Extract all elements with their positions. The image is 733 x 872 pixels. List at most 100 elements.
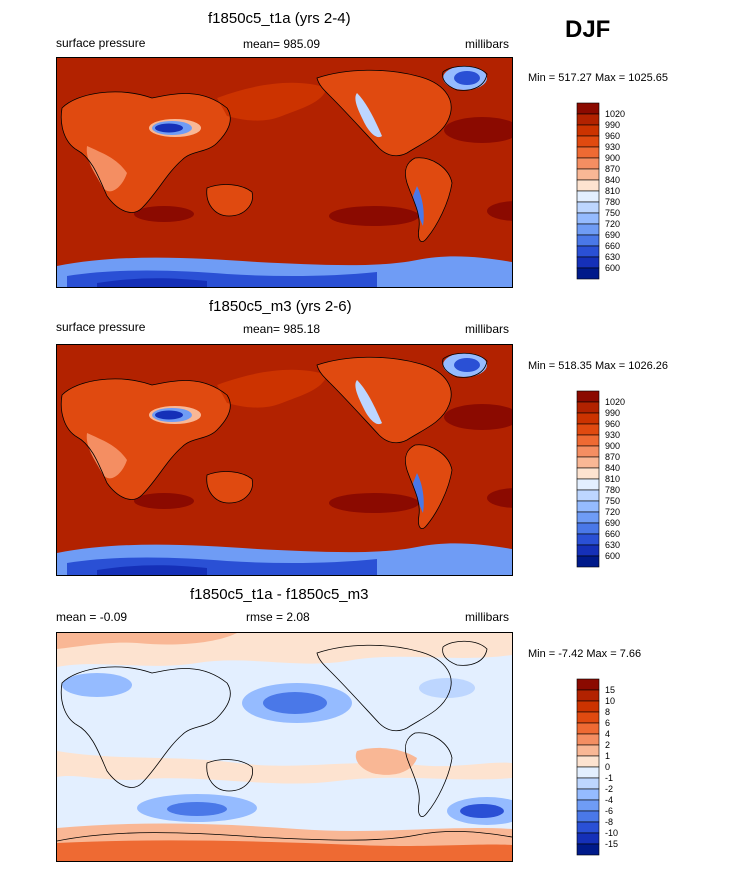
colorbar-tick-label: 870 [605,452,620,462]
panel3-satlantic-negative-core [460,804,504,818]
colorbar-tick-label: 660 [605,529,620,539]
colorbar-tick-label: 810 [605,186,620,196]
panel2-north-america [317,357,452,443]
colorbar-tick-label: 600 [605,263,620,273]
colorbar-box [576,234,600,247]
colorbar-tick-label: 15 [605,685,615,695]
colorbar-box [576,256,600,269]
colorbar-tick-label: 690 [605,230,620,240]
colorbar-box [576,766,600,779]
panel3-europe-negative [62,673,132,697]
colorbar-box [576,467,600,480]
colorbar-tick-label: -1 [605,773,613,783]
panel2-rockies [355,380,382,425]
panel3-rmse-label: rmse = 2.08 [246,610,310,624]
colorbar-tick-label: 960 [605,419,620,429]
colorbar-tick-label: 960 [605,131,620,141]
panel3-npacific-negative-core [263,692,327,714]
colorbar-box [576,544,600,557]
colorbar-box [576,401,600,414]
colorbar-box [576,135,600,148]
colorbar-tick-label: -4 [605,795,613,805]
colorbar-tick-label: -6 [605,806,613,816]
panel3-title: f1850c5_t1a - f1850c5_m3 [190,586,369,603]
panel1-minmax: Min = 517.27 Max = 1025.65 [528,72,669,84]
panel3-background-field [57,633,512,861]
colorbar-box [576,423,600,436]
panel2-colorbar-svg: 1020990960930900870840810780750720690660… [576,390,625,568]
colorbar-tick-label: -8 [605,817,613,827]
panel2-minmax: Min = 518.35 Max = 1026.26 [528,360,669,372]
colorbar-box [576,445,600,458]
colorbar-tick-label: 840 [605,175,620,185]
panel1-africa-plateau [86,146,127,192]
panel2-south-america [405,444,452,529]
panel1-colorbar: 1020 990 960 930 900 870 840 810 780 750 720 690 660… [576,102,647,283]
panel1-high-spacific [329,206,419,226]
panel3-coastlines [57,640,512,842]
colorbar-tick-label: 690 [605,518,620,528]
colorbar-box [576,146,600,159]
panel2-australia [206,471,253,503]
panel1-title: f1850c5_t1a (yrs 2-4) [208,10,351,27]
panel3-natlantic-negative [419,678,475,698]
colorbar-tick-label: 750 [605,496,620,506]
colorbar-box [576,190,600,203]
panel1-greenland-core [454,71,480,85]
colorbar-box [576,168,600,181]
panel1-units-label: millibars [465,37,510,51]
panel1-high-npacific [444,117,512,143]
colorbar-tick-label: 2 [605,740,610,750]
panel3-sindian-negative-core [167,802,227,816]
colorbar-tick-label: 600 [605,551,620,561]
colorbar-box [576,489,600,502]
colorbar-box [576,113,600,126]
panel3-map-svg [57,633,512,861]
panel2-high-satlantic [487,488,512,508]
panel3-minmax: Min = -7.42 Max = 7.66 [528,648,642,660]
colorbar-box [576,201,600,214]
colorbar-tick-label: 630 [605,540,620,550]
panel1-australia [206,184,253,216]
colorbar-box [576,755,600,768]
panel2-andes [413,473,424,513]
colorbar-tick-label: 8 [605,707,610,717]
panel2-high-spacific [329,493,419,513]
colorbar-box [576,821,600,834]
panel1-north-america [317,70,452,156]
colorbar-box [576,843,600,856]
panel3-units-label: millibars [465,610,510,624]
panel3-antarctic-positive-strong [57,840,512,861]
panel1-high-sindian [134,206,194,222]
colorbar-tick-label: 6 [605,718,610,728]
colorbar-box [576,511,600,524]
colorbar-box [576,500,600,513]
colorbar-box [576,434,600,447]
colorbar-tick-label: 720 [605,507,620,517]
colorbar-tick-label: 870 [605,164,620,174]
colorbar-tick-label: 900 [605,441,620,451]
colorbar-box [576,478,600,491]
panel3-arctic-positive-strong [57,633,237,649]
colorbar-box [576,390,600,403]
colorbar-tick-label: 780 [605,485,620,495]
colorbar-tick-label: 810 [605,474,620,484]
panel1-antarctica-plateau [97,278,207,287]
panel1-map [56,57,513,288]
colorbar-tick-label: -10 [605,828,618,838]
colorbar-tick-label: 750 [605,208,620,218]
colorbar-box [576,711,600,724]
panel1-map-svg [57,58,512,287]
colorbar-box [576,245,600,258]
panel2-map-svg [57,345,512,575]
panel1-coastlines [60,65,488,242]
colorbar-tick-label: 930 [605,142,620,152]
colorbar-tick-label: 1020 [605,397,625,407]
colorbar-box [576,533,600,546]
panel2-antarctica-plateau [97,565,207,575]
colorbar-tick-label: -15 [605,839,618,849]
colorbar-box [576,700,600,713]
colorbar-box [576,124,600,137]
panel2-tibet-core [155,410,183,420]
panel1-high-satlantic [487,201,512,221]
